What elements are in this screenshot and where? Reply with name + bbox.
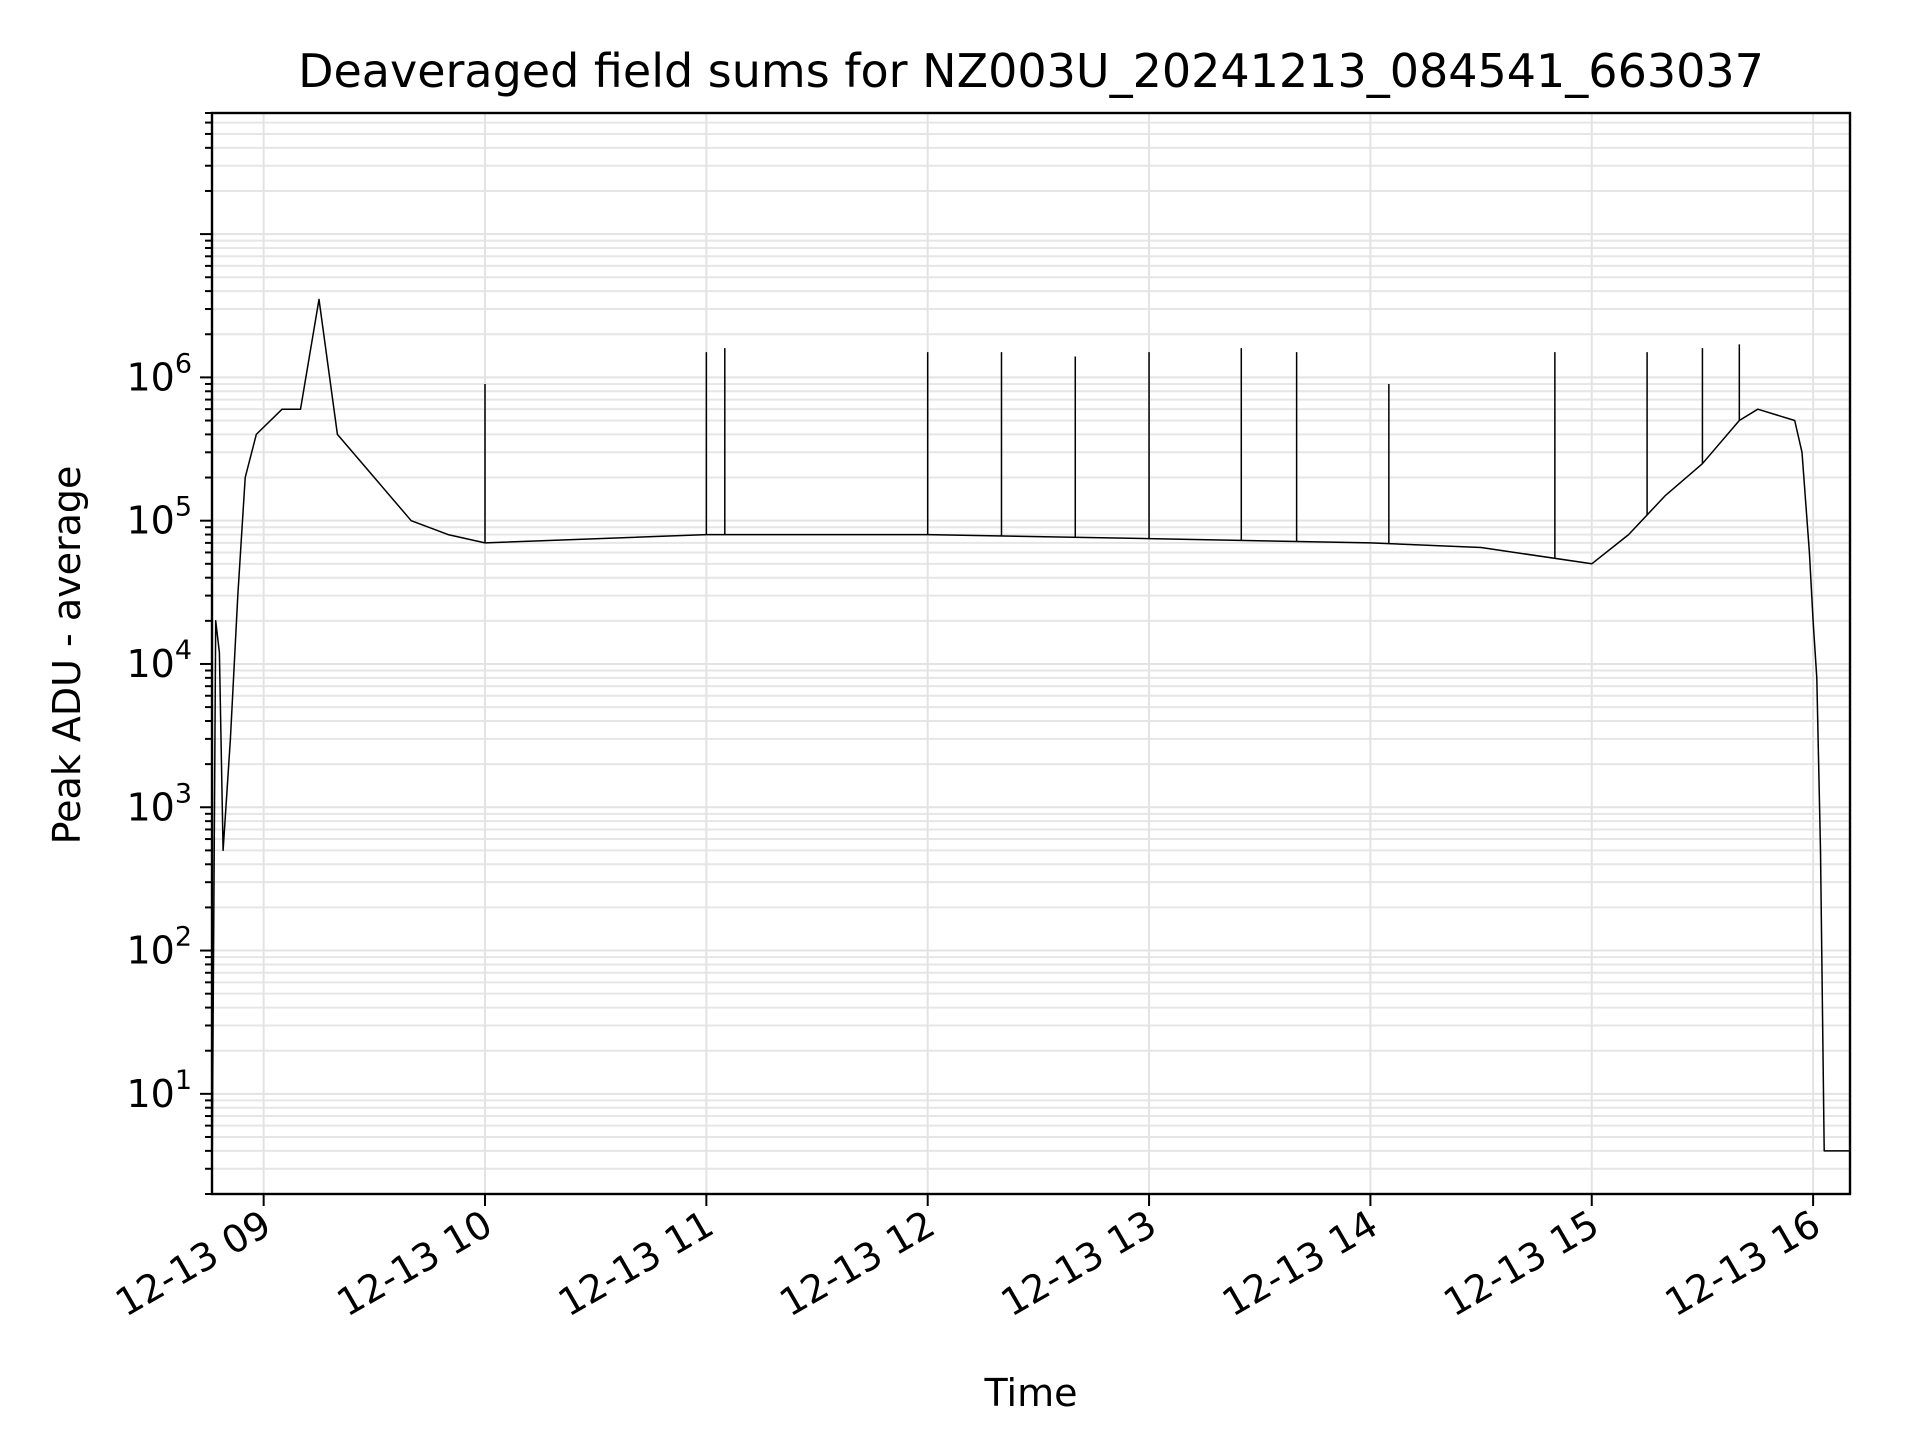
x-tick-label: 12-13 10 <box>330 1202 500 1326</box>
x-tick-label: 12-13 09 <box>108 1202 278 1326</box>
grid <box>212 112 1850 1195</box>
series-layer <box>211 298 1850 1195</box>
x-tick-label: 12-13 14 <box>1215 1202 1385 1326</box>
x-tick-label: 12-13 11 <box>551 1202 721 1326</box>
x-tick-label: 12-13 16 <box>1658 1202 1828 1326</box>
y-tick-label: 106 <box>126 348 192 399</box>
plot-frame <box>210 111 1852 1196</box>
y-tick-label: 105 <box>126 492 192 543</box>
y-axis-label: Peak ADU - average <box>45 466 89 845</box>
x-tick-label: 12-13 13 <box>994 1202 1164 1326</box>
ticks: 12-13 09 12-13 10 12-13 11 12-13 12 12-13 13… <box>108 112 1828 1326</box>
x-tick-label: 12-13 15 <box>1436 1202 1606 1326</box>
y-tick-label: 101 <box>126 1065 192 1116</box>
chart-title: Deaveraged field sums for NZ003U_2024121… <box>298 44 1764 98</box>
y-tick-label: 103 <box>126 778 192 829</box>
y-tick-label: 104 <box>126 635 192 686</box>
y-tick-label: 102 <box>126 922 192 973</box>
series-line <box>211 298 1850 1195</box>
x-tick-label: 12-13 12 <box>772 1202 942 1326</box>
x-axis-label: Time <box>984 1371 1078 1415</box>
